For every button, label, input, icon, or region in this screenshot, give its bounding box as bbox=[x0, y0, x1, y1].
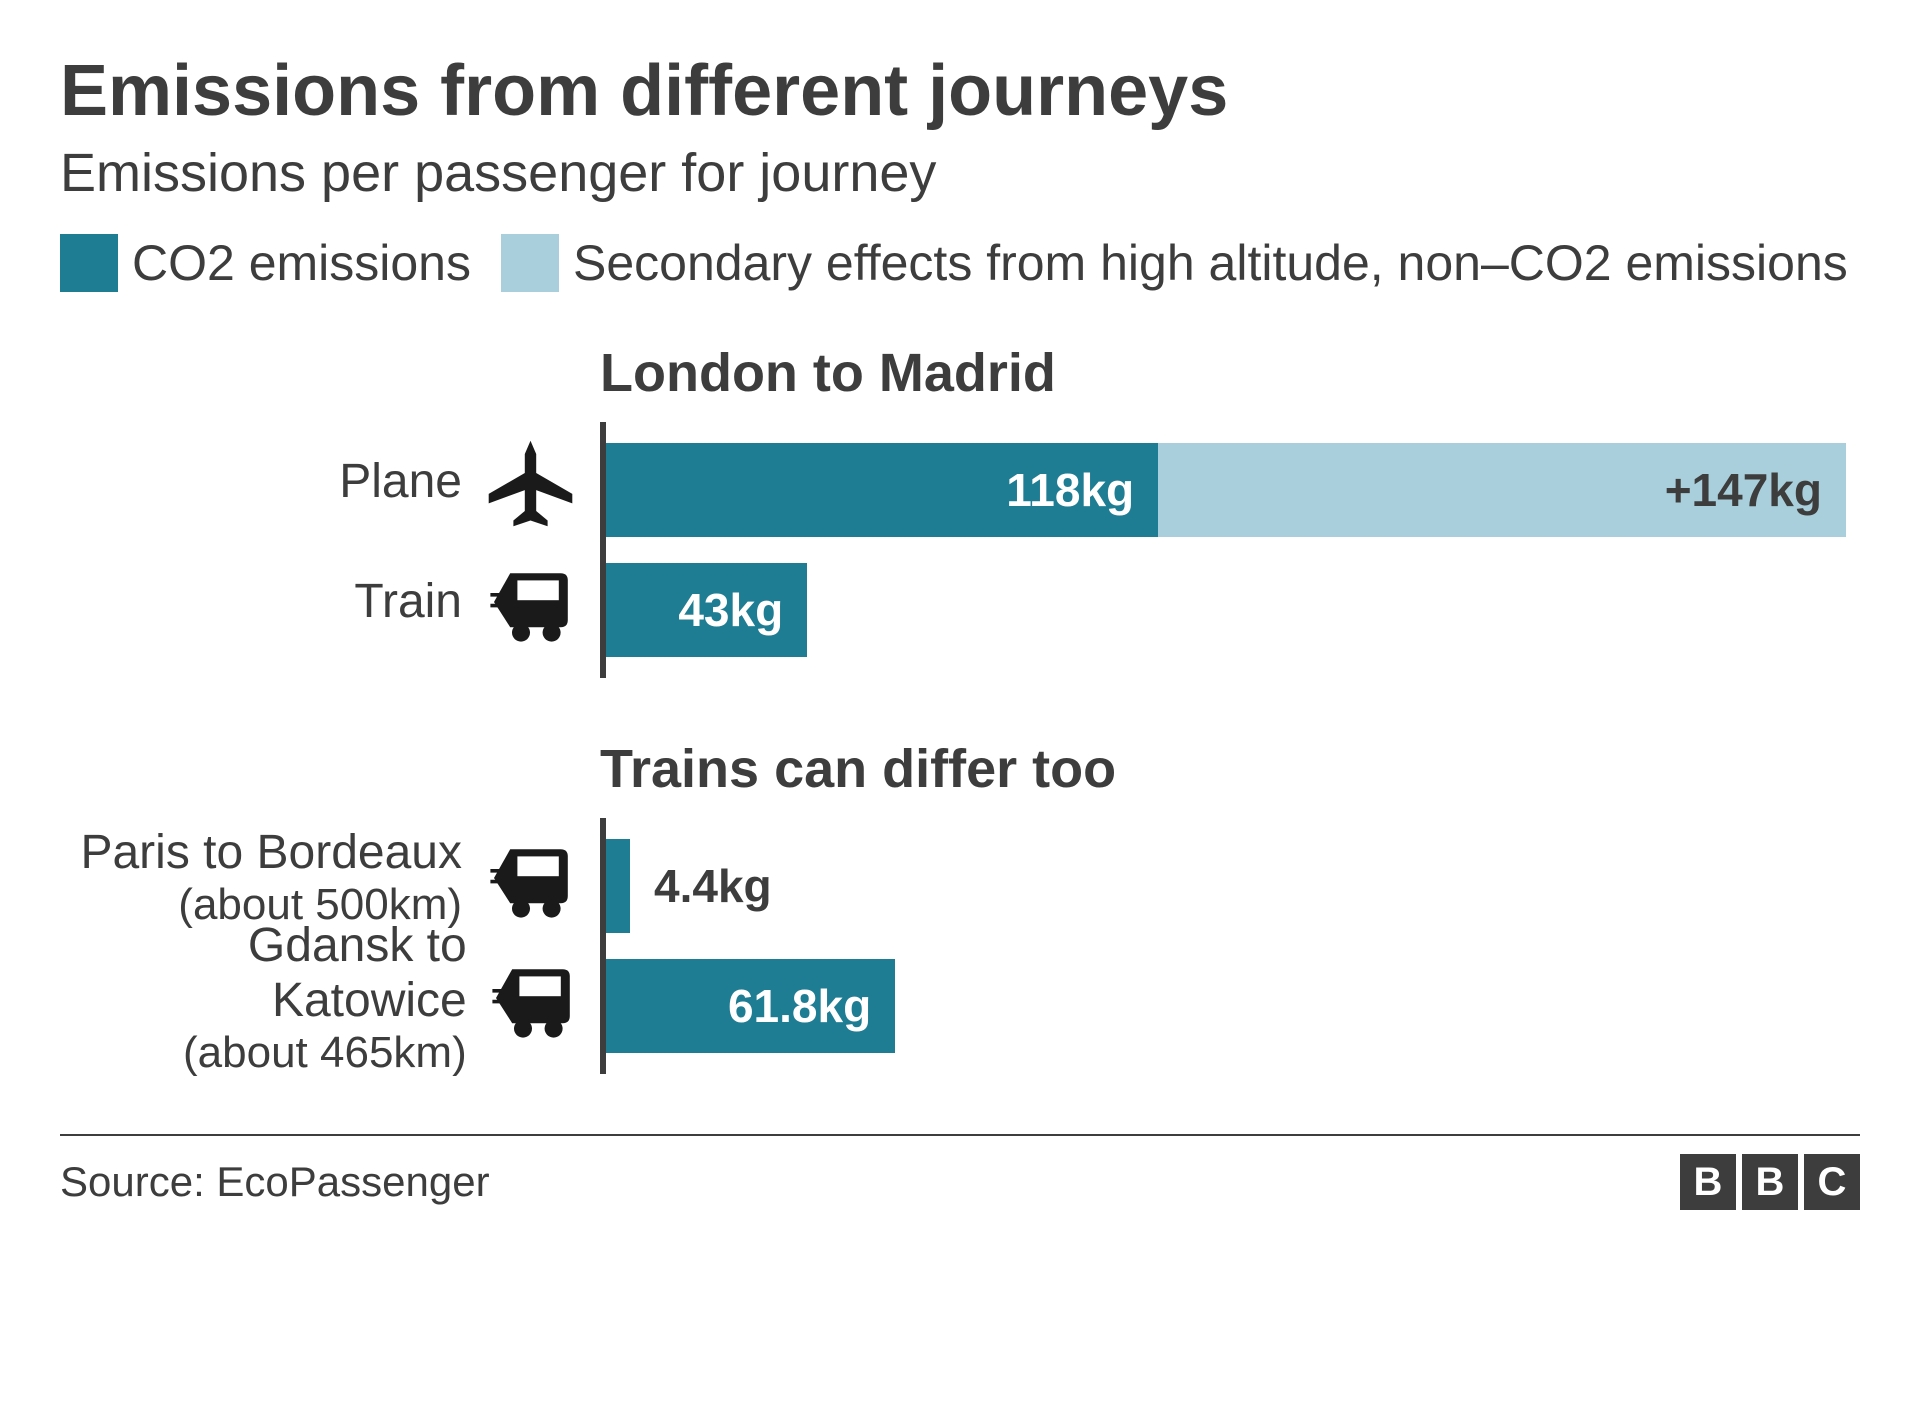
row-label: Paris to Bordeaux(about 500km) bbox=[80, 825, 462, 931]
source-text: Source: EcoPassenger bbox=[60, 1158, 490, 1206]
section-title: London to Madrid bbox=[600, 342, 1860, 404]
legend-label: Secondary effects from high altitude, no… bbox=[573, 234, 1848, 292]
bar-value-label: 4.4kg bbox=[654, 859, 772, 913]
chart-subtitle: Emissions per passenger for journey bbox=[60, 142, 1860, 204]
row-label-container: Train bbox=[60, 542, 600, 662]
bar-row: 61.8kg bbox=[606, 946, 1860, 1066]
bar-row: 4.4kg bbox=[606, 826, 1860, 946]
bars-column: 118kg+147kg 43kg bbox=[600, 422, 1860, 678]
plane-icon bbox=[480, 432, 580, 532]
train-icon bbox=[485, 948, 580, 1048]
legend: CO2 emissions Secondary effects from high… bbox=[60, 234, 1860, 292]
bar-segment-primary bbox=[606, 839, 630, 933]
bar-segment-primary: 118kg bbox=[606, 443, 1158, 537]
row-label-container: Plane bbox=[60, 422, 600, 542]
labels-column: Paris to Bordeaux(about 500km)Gdansk to … bbox=[60, 818, 600, 1074]
labels-column: Plane Train bbox=[60, 422, 600, 678]
row-label-container: Gdansk to Katowice(about 465km) bbox=[60, 938, 600, 1058]
footer: Source: EcoPassenger BBC bbox=[60, 1154, 1860, 1210]
legend-item: CO2 emissions bbox=[60, 234, 471, 292]
row-label: Train bbox=[354, 574, 462, 629]
legend-item: Secondary effects from high altitude, no… bbox=[501, 234, 1848, 292]
row-label: Plane bbox=[339, 454, 462, 509]
bar-segment-primary: 61.8kg bbox=[606, 959, 895, 1053]
chart-body: Plane Train 118kg+147kg 43kg bbox=[60, 422, 1860, 678]
legend-swatch bbox=[60, 234, 118, 292]
chart-section: Trains can differ tooParis to Bordeaux(a… bbox=[60, 738, 1860, 1074]
chart-body: Paris to Bordeaux(about 500km)Gdansk to … bbox=[60, 818, 1860, 1074]
chart-section: London to Madrid Plane Train 118kg+147kg 43k… bbox=[60, 342, 1860, 678]
chart-title: Emissions from different journeys bbox=[60, 50, 1860, 132]
bar-row: 118kg+147kg bbox=[606, 430, 1860, 550]
section-title: Trains can differ too bbox=[600, 738, 1860, 800]
bbc-logo: BBC bbox=[1680, 1154, 1860, 1210]
train-icon bbox=[480, 828, 580, 928]
bbc-logo-letter: B bbox=[1742, 1154, 1798, 1210]
bars-column: 4.4kg 61.8kg bbox=[600, 818, 1860, 1074]
legend-swatch bbox=[501, 234, 559, 292]
bbc-logo-letter: B bbox=[1680, 1154, 1736, 1210]
footer-rule bbox=[60, 1134, 1860, 1136]
legend-label: CO2 emissions bbox=[132, 234, 471, 292]
bar-row: 43kg bbox=[606, 550, 1860, 670]
train-icon bbox=[480, 552, 580, 652]
bar-segment-primary: 43kg bbox=[606, 563, 807, 657]
row-label: Gdansk to Katowice(about 465km) bbox=[60, 918, 467, 1079]
bbc-logo-letter: C bbox=[1804, 1154, 1860, 1210]
bar-segment-secondary: +147kg bbox=[1158, 443, 1846, 537]
